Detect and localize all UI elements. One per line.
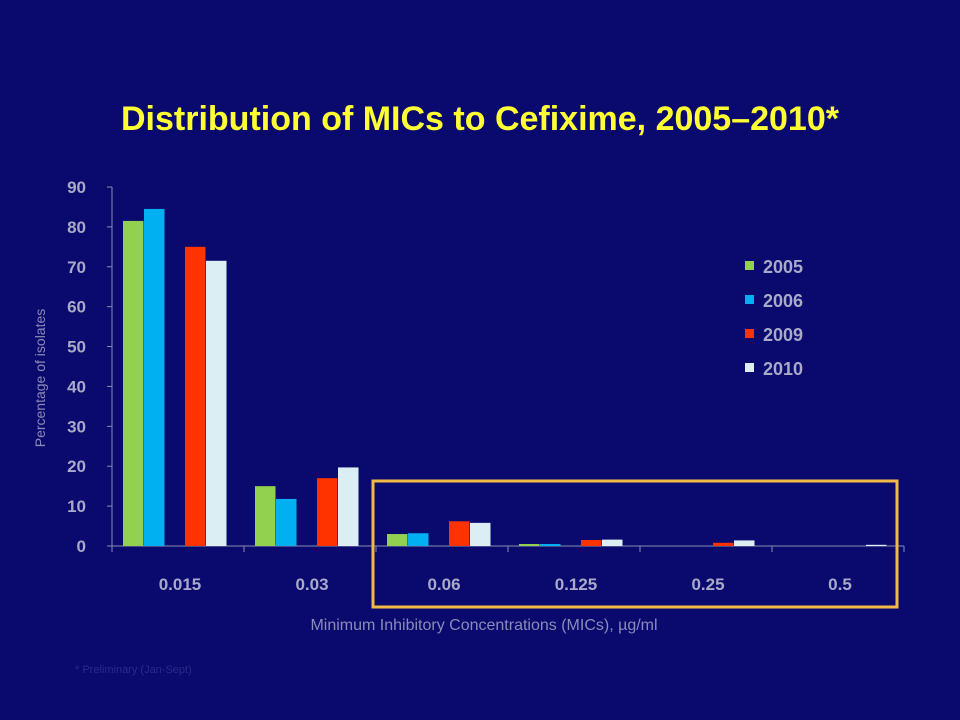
legend-label-2009: 2009 [763, 325, 803, 345]
bar-2010-0.015 [206, 260, 227, 546]
legend-swatch-2010 [745, 363, 754, 372]
legend-swatch-2006 [745, 295, 754, 304]
y-tick-label: 30 [67, 417, 86, 436]
x-tick-label: 0.03 [295, 575, 328, 594]
y-tick-label: 0 [77, 537, 86, 556]
bar-2010-0.06 [470, 522, 491, 546]
legend-label-2006: 2006 [763, 291, 803, 311]
y-tick-label: 40 [67, 377, 86, 396]
legend-label-2010: 2010 [763, 359, 803, 379]
highlight-box [371, 479, 899, 609]
y-tick-label: 70 [67, 258, 86, 277]
bar-2005-0.125 [519, 544, 540, 546]
bar-2006-0.125 [540, 544, 561, 546]
legend-swatch-2005 [745, 261, 754, 270]
bar-2009-0.25 [713, 542, 734, 546]
bar-2010-0.125 [602, 539, 623, 546]
bar-2010-0.03 [338, 467, 359, 546]
bar-2009-0.06 [449, 521, 470, 546]
legend-label-2005: 2005 [763, 257, 803, 277]
bar-2005-0.03 [255, 486, 276, 546]
bar-2010-0.25 [734, 540, 755, 546]
chart-title: Distribution of MICs to Cefixime, 2005–2… [121, 100, 839, 138]
x-tick-label: 0.25 [691, 575, 724, 594]
x-axis-label: Minimum Inhibitory Concentrations (MICs)… [310, 617, 658, 634]
bar-2009-0.015 [185, 246, 206, 547]
bar-2009-0.125 [581, 540, 602, 546]
y-tick-label: 10 [67, 497, 86, 516]
y-tick-label: 20 [67, 457, 86, 476]
y-tick-label: 80 [67, 218, 86, 237]
y-tick-label: 60 [67, 298, 86, 317]
x-tick-label: 0.06 [427, 575, 460, 594]
bar-2006-0.015 [144, 208, 165, 546]
bar-2005-0.015 [123, 220, 144, 546]
x-tick-label: 0.5 [828, 575, 852, 594]
bar-2006-0.06 [408, 533, 429, 546]
y-tick-label: 50 [67, 338, 86, 357]
x-tick-label: 0.015 [159, 575, 202, 594]
footnote: * Preliminary (Jan-Sept) [75, 664, 192, 676]
bar-2009-0.03 [317, 478, 338, 546]
y-tick-label: 90 [67, 178, 86, 197]
bar-2010-0.5 [866, 544, 887, 546]
bar-2006-0.03 [276, 498, 297, 546]
bar-2005-0.06 [387, 534, 408, 546]
legend-swatch-2009 [745, 329, 754, 338]
x-tick-label: 0.125 [555, 575, 598, 594]
